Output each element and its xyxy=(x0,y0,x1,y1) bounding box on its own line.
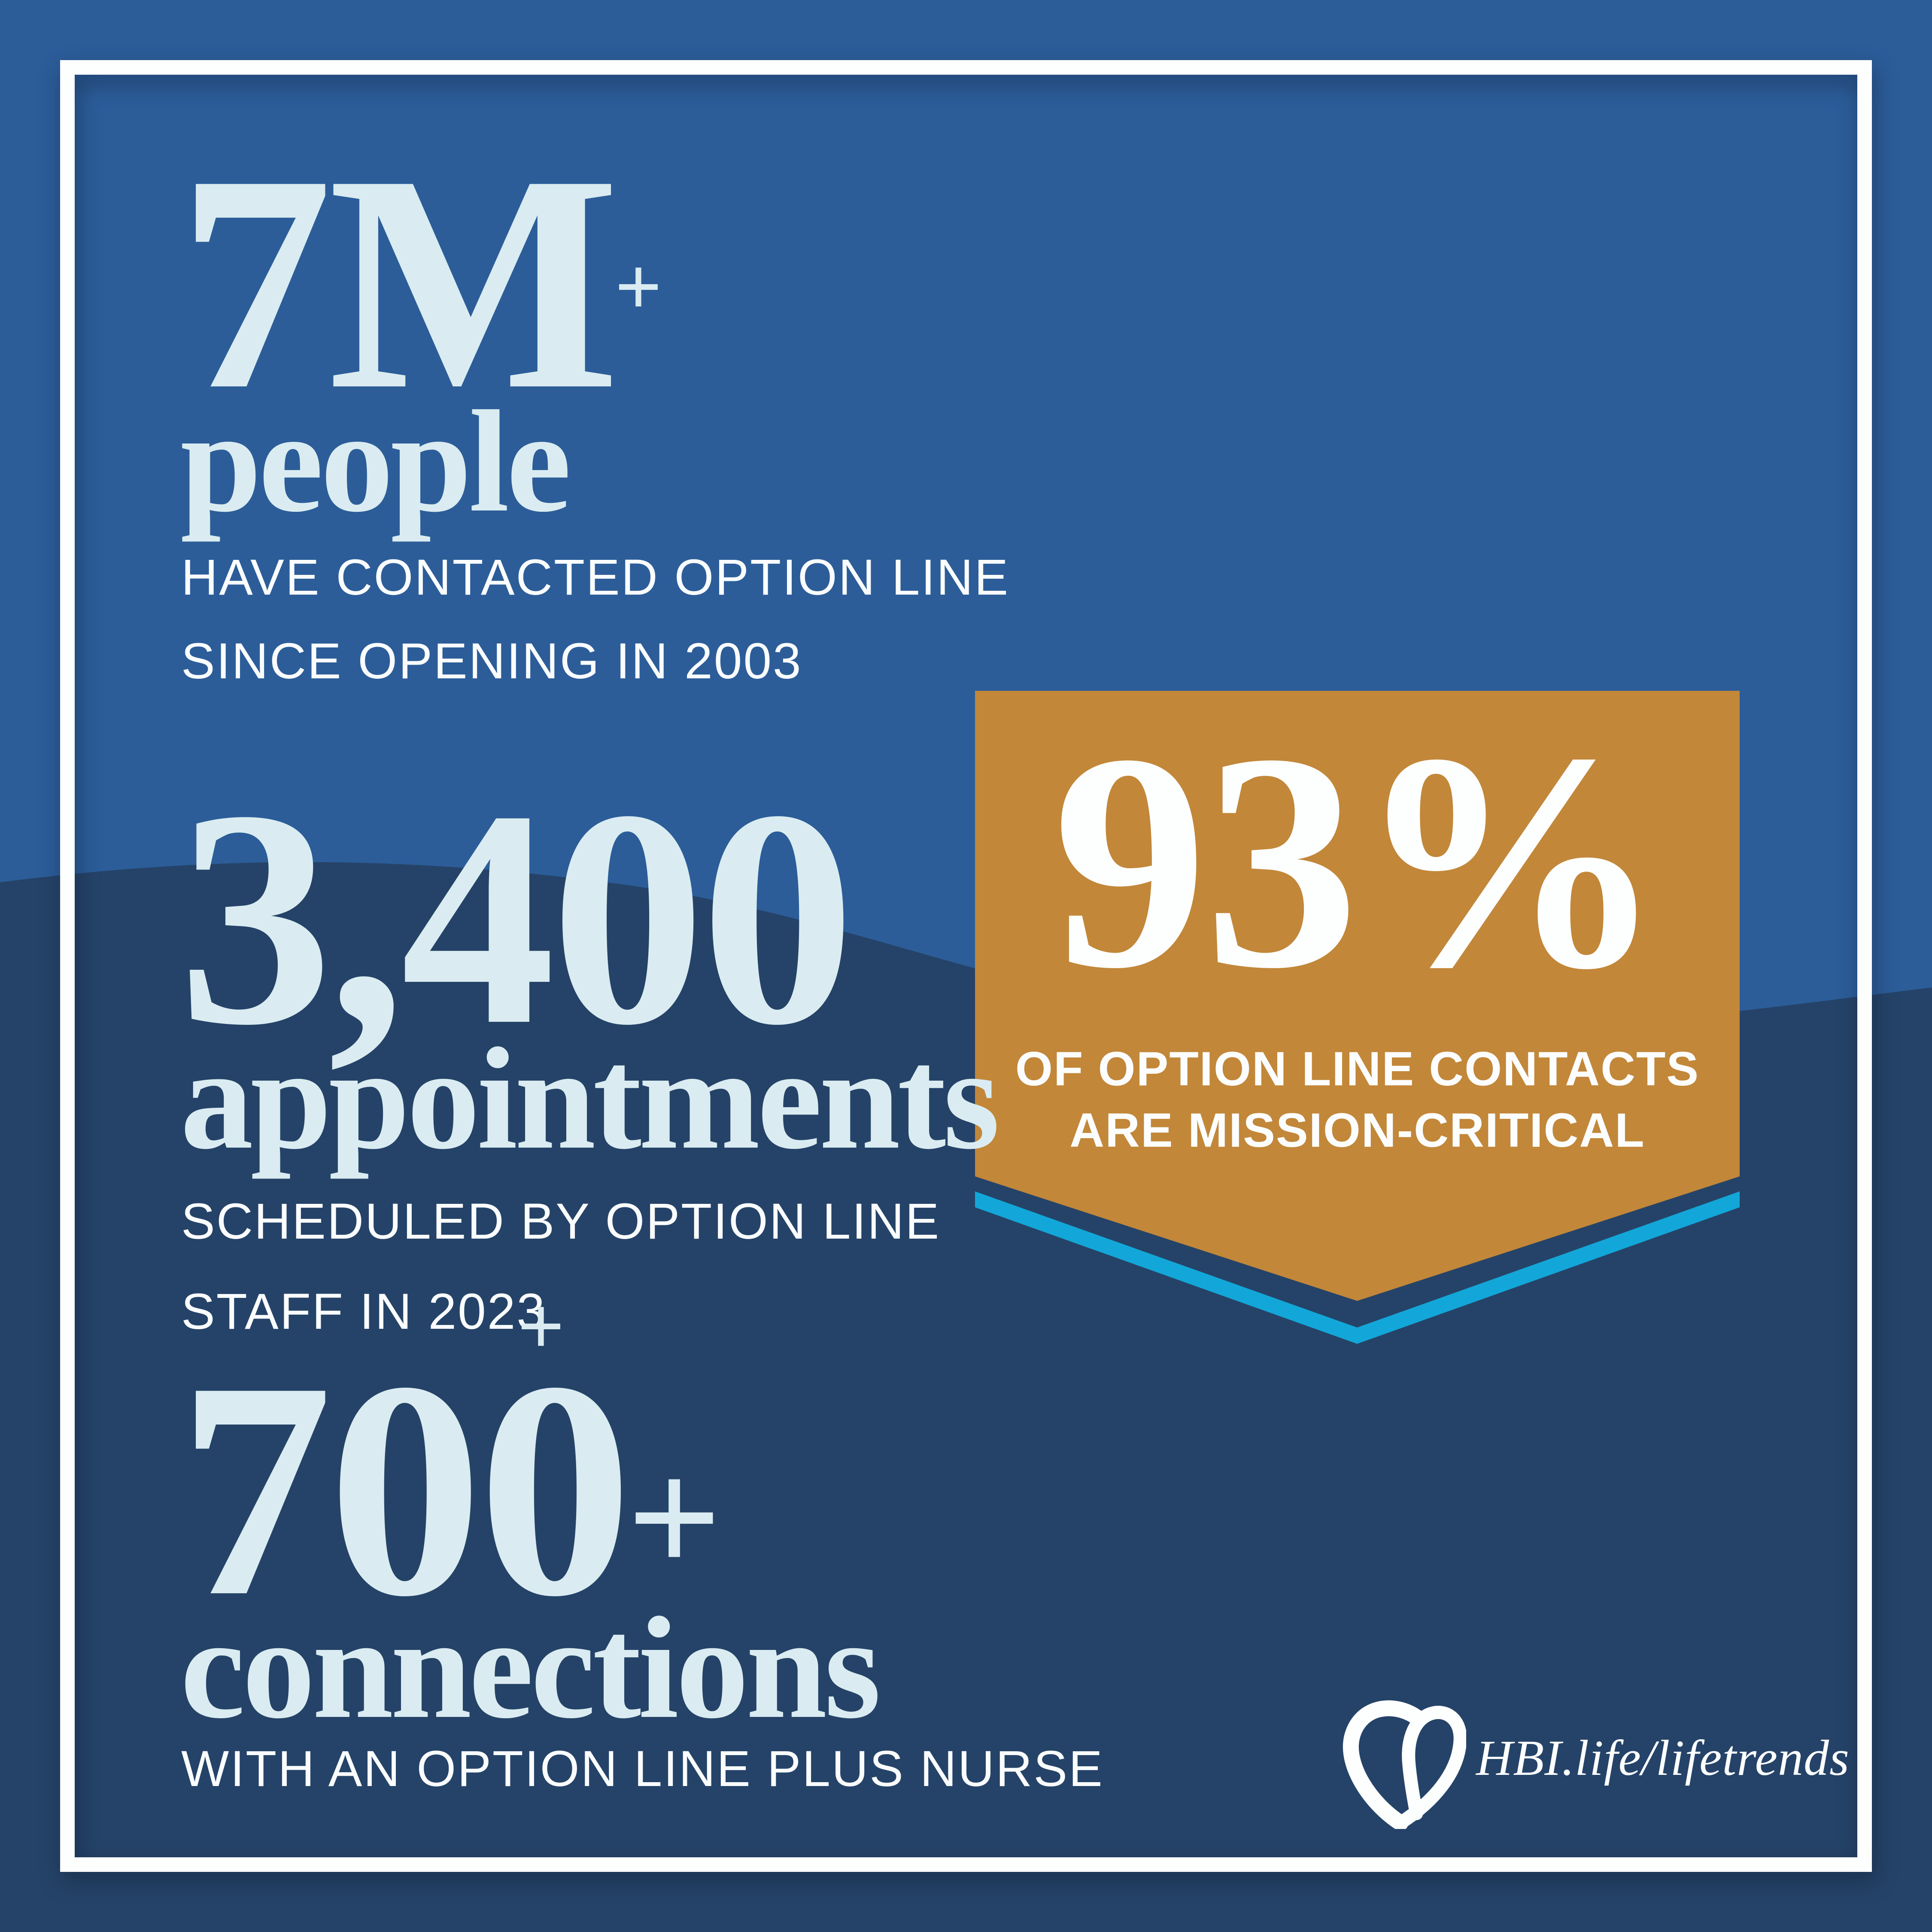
badge-pennant-shape xyxy=(975,691,1740,1301)
connector-plus-sign: + xyxy=(518,1282,565,1370)
stat-appointments-desc-line-1: SCHEDULED BY OPTION LINE xyxy=(181,1193,941,1250)
badge-percent-value: 93% xyxy=(1053,690,1665,1032)
stat-connections-number-value: 700 xyxy=(178,1318,632,1660)
stat-people-number-value: 7M xyxy=(178,111,620,453)
stat-appointments-number: 3,400 xyxy=(178,746,855,1089)
stat-people-number: 7M+ xyxy=(178,128,662,437)
stat-people-label: people xyxy=(180,380,571,542)
stat-people-desc-line-2: SINCE OPENING IN 2003 xyxy=(181,633,802,690)
badge-caption-line-2: ARE MISSION-CRITICAL xyxy=(1069,1103,1645,1157)
heart-logo-icon xyxy=(1343,1700,1466,1829)
stat-connections-desc-line-1: WITH AN OPTION LINE PLUS NURSE xyxy=(181,1741,1104,1797)
stat-appointments-desc-line-2: STAFF IN 2023 xyxy=(181,1283,546,1340)
stat-people-plus-sign: + xyxy=(615,242,662,331)
stat-connections-label: connections xyxy=(180,1587,881,1749)
stat-connections-plus-sign: + xyxy=(628,1428,721,1605)
footer-url: HBI.life/lifetrends xyxy=(1476,1730,1850,1786)
stat-people-desc-line-1: HAVE CONTACTED OPTION LINE xyxy=(181,549,1010,606)
stat-connections-number: 700+ xyxy=(178,1334,721,1643)
badge-caption-line-1: OF OPTION LINE CONTACTS xyxy=(1015,1042,1700,1096)
stat-appointments-label: appointments xyxy=(180,1018,1000,1179)
badge-caption: OF OPTION LINE CONTACTS ARE MISSION-CRIT… xyxy=(975,1038,1740,1161)
